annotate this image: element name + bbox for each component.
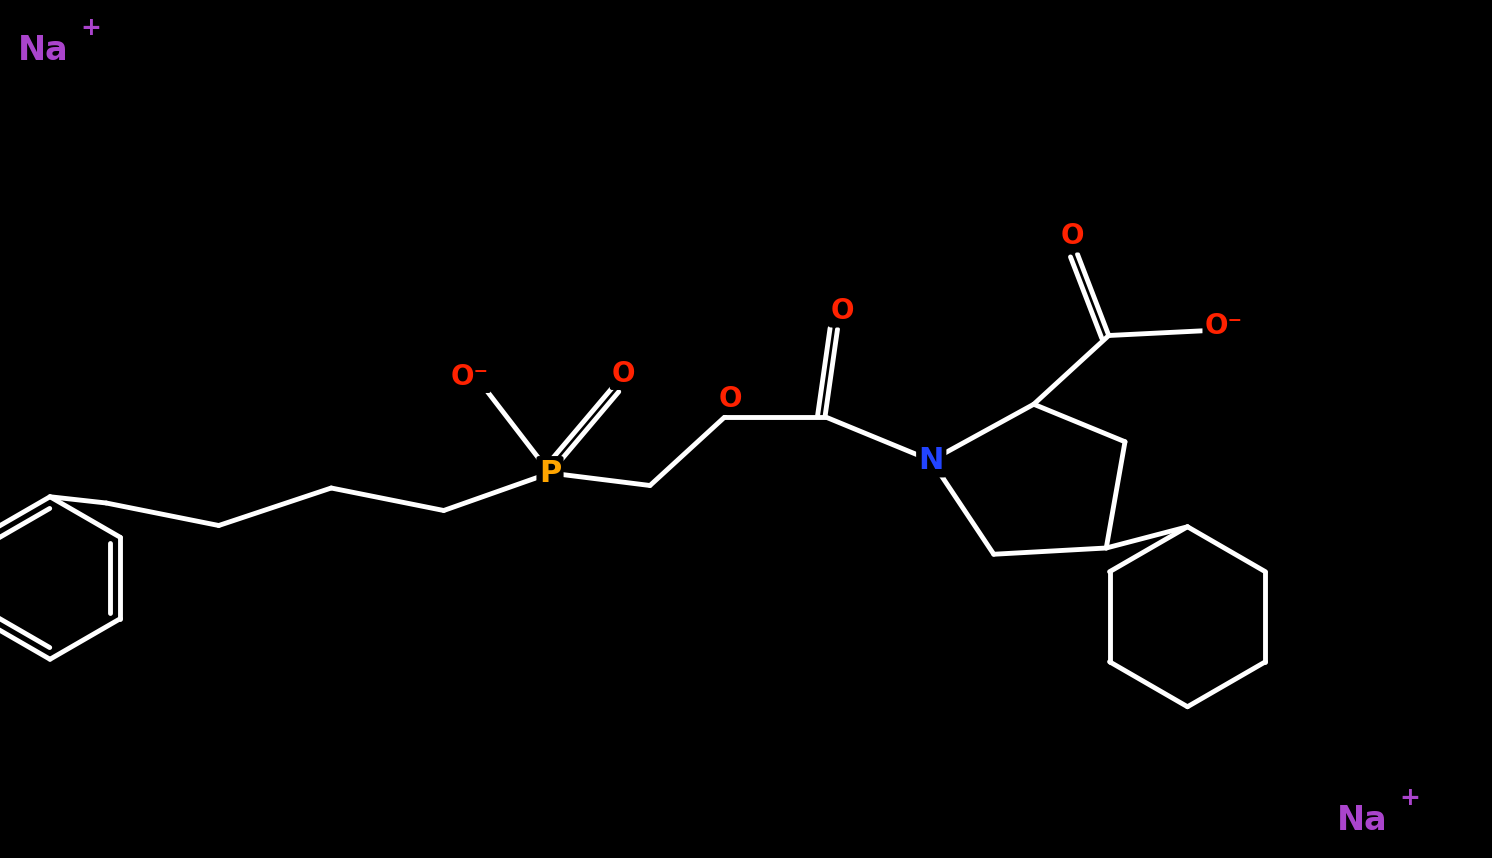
Text: P: P (539, 458, 561, 487)
Text: Na: Na (1337, 803, 1388, 837)
Text: O: O (718, 384, 742, 413)
Text: +: + (81, 16, 101, 40)
Text: O⁻: O⁻ (1204, 311, 1243, 340)
Text: N: N (919, 446, 944, 475)
Text: O: O (831, 297, 855, 325)
Text: O⁻: O⁻ (451, 363, 488, 390)
Text: Na: Na (18, 33, 69, 67)
Text: O: O (612, 360, 636, 388)
Text: O: O (1061, 222, 1085, 251)
Text: +: + (1399, 786, 1420, 810)
